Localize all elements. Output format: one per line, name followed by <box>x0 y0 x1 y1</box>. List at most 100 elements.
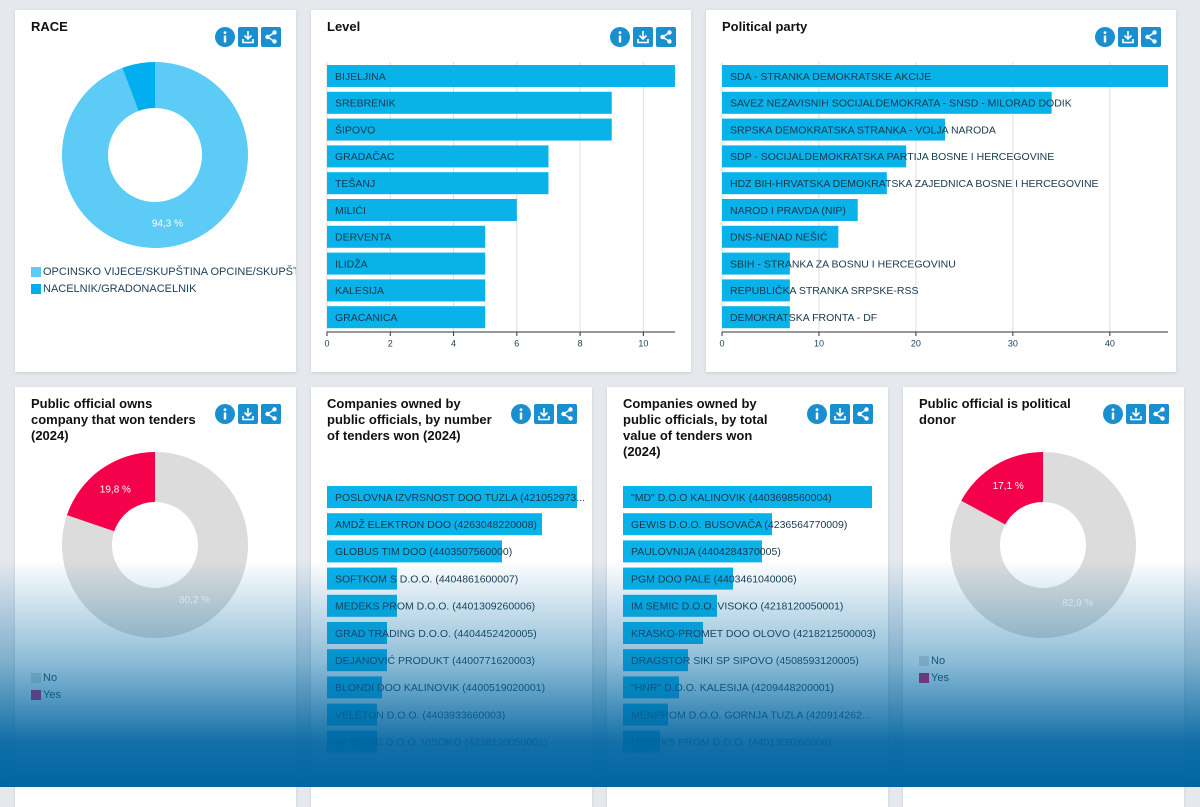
share-dot <box>272 416 277 421</box>
chart: POSLOVNA IZVRSNOST DOO TUZLA (421052973.… <box>327 404 585 753</box>
share-dot <box>568 407 573 412</box>
share-dot <box>864 407 869 412</box>
chart-panel: POSLOVNA IZVRSNOST DOO TUZLA (421052973.… <box>311 387 592 807</box>
icon-bg <box>853 404 873 424</box>
download-button[interactable] <box>238 27 258 47</box>
download-glyph <box>242 31 254 44</box>
bar <box>722 252 790 275</box>
download-glyph <box>538 408 550 421</box>
download-glyph <box>834 408 846 421</box>
share-button[interactable] <box>853 404 873 424</box>
share-button[interactable] <box>1149 404 1169 424</box>
legend-label: OPCINSKO VIJECE/SKUPŠTINA OPCINE/SKUPŠTI… <box>43 265 296 278</box>
bar-label: GRACANICA <box>335 312 397 324</box>
bar <box>722 91 1052 114</box>
bar-label: TEŠANJ <box>335 177 375 190</box>
bar <box>327 199 517 221</box>
info-glyph <box>1111 412 1115 420</box>
bar-label: ILIDŽA <box>335 257 368 270</box>
chart-title: RACE <box>31 19 68 34</box>
bar-label: DERVENTA <box>335 232 391 244</box>
icon-bg <box>656 27 676 47</box>
info-button[interactable] <box>215 404 235 424</box>
share-button[interactable] <box>261 27 281 47</box>
bar <box>327 225 486 248</box>
x-tick-label: 8 <box>578 338 583 348</box>
x-tick-label: 20 <box>911 338 921 348</box>
legend-swatch <box>919 673 929 683</box>
bar-label: SRPSKA DEMOKRATSKA STRANKA - VOLJA NAROD… <box>730 124 996 136</box>
share-dot <box>1160 407 1165 412</box>
share-button[interactable] <box>557 404 577 424</box>
download-glyph <box>1130 408 1142 421</box>
chart-panel: 0 2 4 6 8 10 BIJELJINA SREBRENIK ŠIPOVO GRADAČAC T… <box>311 10 691 372</box>
info-glyph <box>223 408 227 411</box>
bar <box>722 172 887 195</box>
download-button[interactable] <box>830 404 850 424</box>
x-tick-label: 40 <box>1105 338 1115 348</box>
x-tick-label: 2 <box>388 338 393 348</box>
download-button[interactable] <box>1126 404 1146 424</box>
bar <box>623 540 762 563</box>
bar-label: GRADAČAC <box>335 150 395 163</box>
bar <box>327 65 675 87</box>
download-button[interactable] <box>633 27 653 47</box>
info-button[interactable] <box>511 404 531 424</box>
bar-label: SOFTKOM S D.O.O. (4404861600007) <box>335 573 518 585</box>
info-button[interactable] <box>1095 27 1115 47</box>
bar-label: GRAD TRADING D.O.O. (4404452420005) <box>335 628 537 640</box>
bar-label: VELETON D.O.O. (4403933660003) <box>335 709 505 721</box>
info-glyph <box>618 31 622 34</box>
share-dot <box>667 39 672 44</box>
info-button[interactable] <box>610 27 630 47</box>
bar <box>327 486 577 508</box>
dashboard: 94,3 % OPCINSKO VIJECE/SKUPŠTINA OPCINE/S… <box>0 10 1200 807</box>
info-button[interactable] <box>1103 404 1123 424</box>
bar <box>327 279 486 302</box>
share-dot <box>1152 30 1157 35</box>
info-glyph <box>815 412 819 420</box>
bar-label: REPUBLIČKA STRANKA SRPSKE-RSS <box>730 284 918 297</box>
bar-label: KALESIJA <box>335 285 384 297</box>
share-dot <box>1160 416 1165 421</box>
icon-bg <box>1149 404 1169 424</box>
bar-label: "MD" D.O.O KALINOVIK (4403698560004) <box>631 492 832 504</box>
info-button[interactable] <box>807 404 827 424</box>
bar-label: AMDŽ ELEKTRON DOO (4263048220008) <box>335 518 537 531</box>
chart-title: Public official is political donor <box>919 396 1071 427</box>
bar-label: MENPROM D.O.O. GORNJA TUZLA (420914262..… <box>631 709 871 721</box>
bar-label: SAVEZ NEZAVISNIH SOCIJALDEMOKRATA - SNSD… <box>730 98 1072 110</box>
share-button[interactable] <box>1141 27 1161 47</box>
bar <box>722 65 1168 87</box>
share-dot <box>272 407 277 412</box>
chart-panel: 0 10 20 30 40 SDA - STRANKA DEMOKRATSKE AKCIJ… <box>706 10 1176 372</box>
pie-slice <box>61 62 248 248</box>
share-dot <box>265 34 270 40</box>
download-glyph <box>637 31 649 44</box>
share-button[interactable] <box>656 27 676 47</box>
share-dot <box>272 30 277 35</box>
bar-label: MEDEKS PROM D.O.O. (4401309260006) <box>335 601 535 613</box>
info-glyph <box>519 412 523 420</box>
download-button[interactable] <box>534 404 554 424</box>
bar-label: DEMOKRATSKA FRONTA - DF <box>730 312 877 324</box>
x-tick-label: 4 <box>451 338 456 348</box>
download-button[interactable] <box>1118 27 1138 47</box>
bar-label: ŠIPOVO <box>335 123 375 136</box>
slice-label: 94,3 % <box>152 219 183 230</box>
pie-slice <box>961 452 1043 525</box>
info-glyph <box>1103 35 1107 43</box>
bar <box>722 306 790 329</box>
bar-label: NAROD I PRAVDA (NIP) <box>730 205 846 217</box>
pie-slice <box>122 62 155 111</box>
bar-label: HDZ BIH-HRVATSKA DEMOKRATSKA ZAJEDNICA B… <box>730 178 1099 190</box>
bar <box>722 279 790 302</box>
bar <box>722 225 839 248</box>
info-glyph <box>519 408 523 411</box>
share-dot <box>1152 39 1157 44</box>
chart-title: Public official owns company that won te… <box>31 396 196 443</box>
info-button[interactable] <box>215 27 235 47</box>
download-button[interactable] <box>238 404 258 424</box>
x-tick-label: 10 <box>638 338 648 348</box>
share-button[interactable] <box>261 404 281 424</box>
